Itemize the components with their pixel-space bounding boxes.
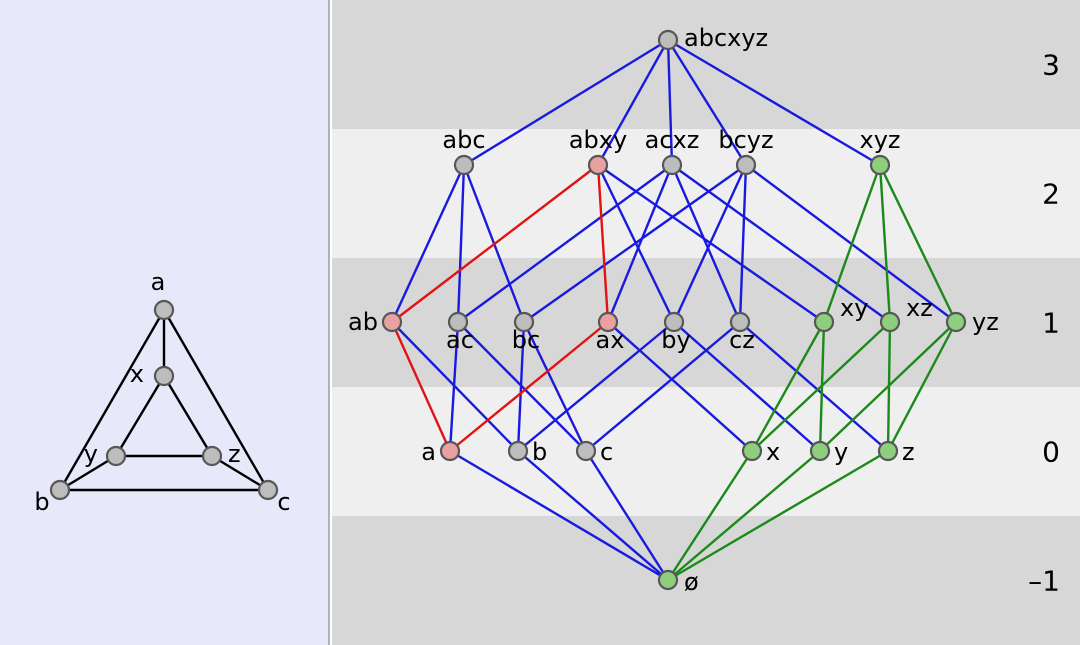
hasse-node-label: yz <box>972 308 999 336</box>
hasse-node-label: xy <box>840 294 868 322</box>
hasse-node-label: xz <box>906 294 933 322</box>
hasse-node-label: ax <box>596 326 625 354</box>
hasse-node-acxz <box>663 156 681 174</box>
hasse-edge <box>668 451 752 580</box>
hasse-node-c <box>577 442 595 460</box>
hasse-node-label: ab <box>348 308 378 336</box>
hasse-node-x <box>743 442 761 460</box>
hasse-node-label: abxy <box>569 126 627 154</box>
complex-diagram: a b c x y z <box>0 0 330 645</box>
complex-node-label: a <box>151 268 166 296</box>
complex-node-label: z <box>228 440 241 468</box>
hasse-node-xz <box>881 313 899 331</box>
hasse-edge <box>392 165 598 322</box>
complex-node-label: b <box>34 488 49 516</box>
hasse-edge <box>668 40 880 165</box>
hasse-edge <box>740 165 746 322</box>
hasse-node-yz <box>947 313 965 331</box>
complex-node-label: y <box>84 440 98 468</box>
hasse-edge <box>392 322 450 451</box>
complex-node-cy <box>107 447 125 465</box>
hasse-node-b <box>509 442 527 460</box>
hasse-node-abxy <box>589 156 607 174</box>
hasse-node-y <box>811 442 829 460</box>
hasse-node-label: cz <box>729 326 755 354</box>
hasse-node-a <box>441 442 459 460</box>
hasse-node-abc <box>455 156 473 174</box>
hasse-edge <box>458 165 464 322</box>
hasse-edge <box>674 165 746 322</box>
complex-node-label: x <box>130 360 144 388</box>
hasse-diagram: abcxyzabcabxyacxzbcyzxyzabacbcaxbyczxyxz… <box>332 0 1080 645</box>
hasse-edge <box>450 451 668 580</box>
hasse-node-label: abc <box>442 126 485 154</box>
complex-node-cb <box>51 481 69 499</box>
hasse-node-label: bcyz <box>718 126 773 154</box>
hasse-node-label: ø <box>684 568 699 596</box>
hasse-node-label: abcxyz <box>684 24 768 52</box>
hasse-edge <box>668 451 820 580</box>
hasse-node-label: acxz <box>645 126 700 154</box>
right-panel: 3210–1abcxyzabcabxyacxzbcyzxyzabacbcaxby… <box>332 0 1080 645</box>
complex-node-ca <box>155 301 173 319</box>
hasse-node-xy <box>815 313 833 331</box>
hasse-edge <box>888 322 956 451</box>
hasse-node-label: z <box>902 438 915 466</box>
hasse-node-label: ac <box>446 326 474 354</box>
hasse-node-label: b <box>532 438 547 466</box>
hasse-node-label: y <box>834 438 848 466</box>
hasse-edge <box>668 451 888 580</box>
hasse-node-xyz <box>871 156 889 174</box>
hasse-node-label: bc <box>512 326 540 354</box>
complex-node-label: c <box>277 488 290 516</box>
hasse-edge <box>586 451 668 580</box>
hasse-node-ab <box>383 313 401 331</box>
hasse-node-empty <box>659 571 677 589</box>
hasse-edge <box>880 165 890 322</box>
hasse-edge <box>598 165 608 322</box>
hasse-node-abcxyz <box>659 31 677 49</box>
hasse-node-label: c <box>600 438 613 466</box>
complex-node-cx <box>155 367 173 385</box>
hasse-node-label: by <box>661 326 690 354</box>
hasse-node-z <box>879 442 897 460</box>
hasse-edge <box>518 451 668 580</box>
complex-node-cc <box>259 481 277 499</box>
hasse-node-label: a <box>421 438 436 466</box>
complex-edge <box>164 376 212 456</box>
hasse-node-bcyz <box>737 156 755 174</box>
hasse-edge <box>392 165 464 322</box>
hasse-edge <box>464 40 668 165</box>
hasse-node-label: xyz <box>859 126 900 154</box>
complex-edge <box>116 376 164 456</box>
complex-node-cz <box>203 447 221 465</box>
left-panel: a b c x y z <box>0 0 330 645</box>
hasse-node-label: x <box>766 438 780 466</box>
